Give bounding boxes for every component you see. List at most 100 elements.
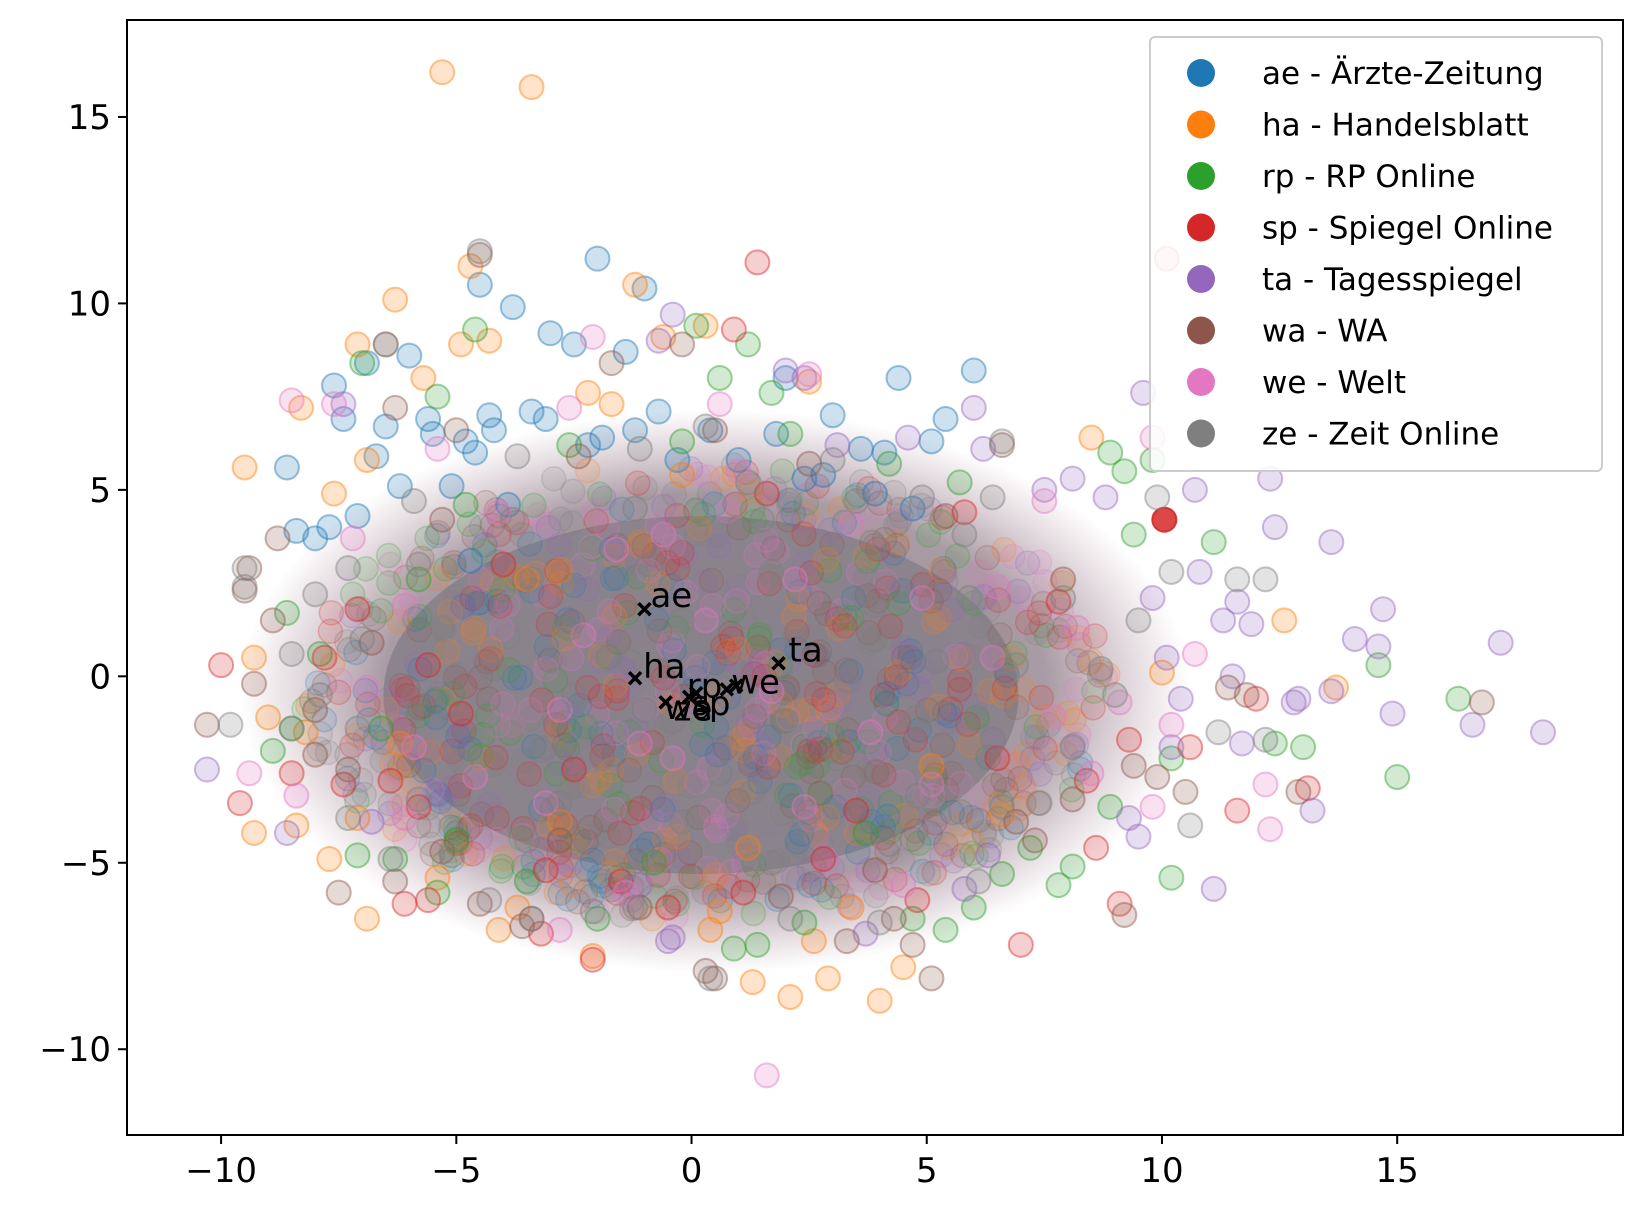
cloud-point [900,648,927,675]
data-point [363,443,390,470]
data-point [904,704,931,731]
cloud-point [419,841,446,867]
cloud-point [1024,724,1050,751]
data-point [777,420,804,447]
cloud-point [455,816,481,843]
data-point [989,428,1016,455]
x-tick-label: 10 [1140,1151,1183,1191]
legend-marker [1187,162,1215,190]
cloud-point [525,502,551,528]
cloud-point [722,491,748,517]
cloud-point [719,626,745,652]
cloud-point [551,732,578,759]
cloud-point [616,757,643,783]
cloud-point [756,570,783,597]
cloud-point [343,639,369,666]
cloud-point [552,812,579,839]
cloud-point [386,608,412,635]
data-point [1341,626,1368,653]
data-point [918,965,945,992]
cloud-point [344,722,371,748]
cloud-point [855,728,881,755]
cloud-point [487,593,513,619]
data-point [1228,730,1255,757]
cloud-point [791,733,818,759]
cloud-point [542,667,569,694]
cloud-point [859,529,885,556]
data-point [683,312,710,339]
cloud-point [583,508,610,534]
cloud-point [639,905,665,932]
cloud-point [742,661,769,688]
data-point [631,275,658,302]
data-point [476,327,503,354]
cloud-point [603,720,630,746]
cloud-point [590,733,616,759]
cloud-point [854,548,880,574]
cloud-point [1043,750,1069,776]
cloud-point [609,496,635,523]
data-point [457,253,484,280]
cloud-point [375,542,402,569]
cloud-point [991,536,1017,563]
cloud-point [852,566,879,592]
cloud-point [439,846,466,873]
cloud-point [439,811,466,837]
cloud-point [874,803,901,830]
cloud-point [1026,600,1053,626]
cloud-point [520,848,546,875]
cloud-point [510,847,536,874]
data-point [810,461,837,488]
data-point [1059,734,1086,761]
data-point [777,984,804,1011]
cloud-point [438,793,464,819]
data-point [1144,764,1171,791]
cloud-point [683,497,710,523]
data-point [302,741,329,768]
cloud-point [1080,695,1106,721]
data-point [278,715,305,742]
cloud-point [926,801,952,827]
data-point [518,566,545,593]
data-point [231,555,258,582]
cloud-point [632,475,658,501]
cloud-point [1012,741,1039,767]
data-point [1125,607,1152,634]
cloud-point [764,539,790,566]
data-point [1078,424,1105,451]
cloud-point [914,697,941,723]
cloud-point [784,619,810,645]
legend-entry: ha - Handelsblatt [1187,108,1529,144]
cloud-point [948,645,975,672]
data-point [979,726,1006,753]
x-tick-label: 15 [1376,1151,1419,1191]
cloud-point [593,807,619,833]
data-point [283,812,310,839]
cloud-point [915,522,942,548]
cloud-point [447,829,473,856]
data-point [372,331,399,358]
data-point [358,808,385,835]
cloud-point [807,780,834,806]
data-point [899,495,926,522]
cloud-point [567,725,594,752]
legend-marker [1187,110,1215,139]
data-point [537,320,564,347]
cloud-point [715,640,741,667]
cloud-point [672,543,698,569]
cloud-point [1031,703,1057,730]
cloud-point [623,716,649,743]
cloud-point [441,550,467,576]
cloud-point [554,609,581,635]
data-point [622,495,649,522]
cloud-point [334,765,361,792]
cloud-point [696,755,722,781]
cloud-point [547,810,573,837]
cloud-point [736,748,763,775]
data-point [1252,566,1279,593]
data-point [1323,674,1350,701]
cloud-point [848,818,874,844]
cloud-point [649,796,676,823]
data-point [589,424,616,451]
legend-marker [1187,316,1215,345]
